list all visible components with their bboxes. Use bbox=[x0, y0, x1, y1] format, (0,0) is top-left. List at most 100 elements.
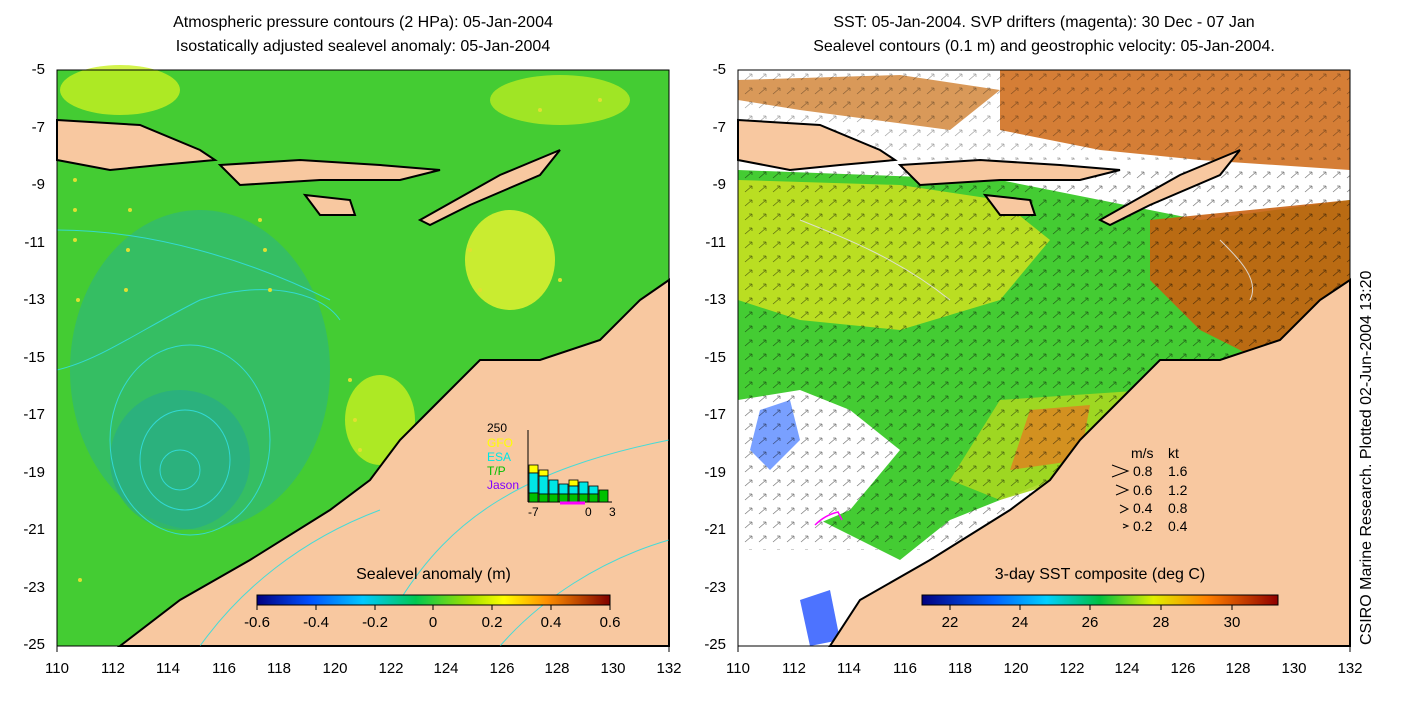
left-ytick-2: -9 bbox=[31, 176, 45, 193]
right-xtick-9: 128 bbox=[1225, 660, 1251, 677]
velocity-legend-ms-2: 0.4 bbox=[1133, 500, 1153, 516]
left-xtick-9: 128 bbox=[544, 660, 570, 677]
australia-land-right bbox=[828, 278, 1351, 647]
right-ytick-1: -7 bbox=[712, 119, 726, 136]
right-cb-tick-2: 26 bbox=[1081, 614, 1099, 631]
left-ytick-4: -13 bbox=[23, 291, 45, 308]
right-xtick-7: 124 bbox=[1114, 660, 1140, 677]
left-ytick-3: -11 bbox=[24, 234, 45, 251]
left-xtick-10: 130 bbox=[600, 660, 626, 677]
inset-xlabel-1: 0 bbox=[585, 505, 592, 519]
left-cb-tick-6: 0.6 bbox=[599, 614, 621, 631]
velocity-legend-kt-1: 1.2 bbox=[1168, 482, 1188, 498]
right-xtick-2: 114 bbox=[837, 660, 861, 677]
left-cb-tick-5: 0.4 bbox=[540, 614, 562, 631]
right-xtick-0: 110 bbox=[726, 660, 750, 677]
credit-label: CSIRO Marine Research. Plotted 02-Jun-20… bbox=[1358, 270, 1375, 645]
right-ytick-7: -19 bbox=[704, 464, 726, 481]
inset-xlabel-2: 3 bbox=[609, 505, 616, 519]
right-map bbox=[737, 69, 1351, 647]
left-cb-tick-2: -0.2 bbox=[362, 614, 388, 631]
left-cb-tick-1: -0.4 bbox=[303, 614, 329, 631]
left-cb-tick-0: -0.6 bbox=[244, 614, 270, 631]
right-colorbar bbox=[921, 594, 1279, 606]
right-xtick-11: 132 bbox=[1337, 660, 1363, 677]
left-colorbar-title: Sealevel anomaly (m) bbox=[356, 566, 511, 583]
left-cb-tick-4: 0.2 bbox=[481, 614, 503, 631]
left-ytick-9: -23 bbox=[23, 579, 45, 596]
right-cb-tick-3: 28 bbox=[1152, 614, 1170, 631]
altimeter-inset-histogram bbox=[527, 430, 612, 505]
velocity-legend-ms-0: 0.8 bbox=[1133, 463, 1153, 479]
right-ytick-8: -21 bbox=[704, 521, 726, 538]
right-title-line2: Sealevel contours (0.1 m) and geostrophi… bbox=[813, 38, 1275, 55]
lesser-sunda-land bbox=[217, 158, 441, 187]
left-xtick-5: 120 bbox=[322, 660, 348, 677]
right-ytick-5: -15 bbox=[704, 349, 726, 366]
right-title-line1: SST: 05-Jan-2004. SVP drifters (magenta)… bbox=[833, 14, 1255, 31]
left-colorbar bbox=[256, 594, 611, 606]
left-xtick-7: 124 bbox=[433, 660, 459, 677]
right-ytick-0: -5 bbox=[712, 61, 726, 78]
right-xtick-5: 120 bbox=[1003, 660, 1029, 677]
left-xtick-6: 122 bbox=[378, 660, 404, 677]
java-land bbox=[56, 118, 218, 172]
velocity-legend-kt-3: 0.4 bbox=[1168, 518, 1188, 534]
velocity-legend-header-kt: kt bbox=[1168, 445, 1179, 461]
left-ytick-6: -17 bbox=[23, 406, 45, 423]
left-xtick-8: 126 bbox=[489, 660, 515, 677]
altimeter-tracks bbox=[73, 98, 602, 582]
inset-ymax-label: 250 bbox=[487, 421, 508, 435]
inset-xlabel-0: -7 bbox=[528, 505, 539, 519]
inset-legend-gfo: GFO bbox=[487, 436, 513, 450]
left-ytick-0: -5 bbox=[31, 61, 45, 78]
sumba-land bbox=[302, 193, 357, 216]
right-colorbar-title: 3-day SST composite (deg C) bbox=[994, 566, 1206, 583]
left-ytick-10: -25 bbox=[23, 636, 45, 653]
left-cb-tick-3: 0 bbox=[428, 614, 438, 631]
left-xtick-11: 132 bbox=[656, 660, 682, 677]
inset-legend-esa: ESA bbox=[487, 450, 512, 464]
right-xtick-6: 122 bbox=[1059, 660, 1085, 677]
right-cb-tick-0: 22 bbox=[941, 614, 959, 631]
velocity-legend-header-ms: m/s bbox=[1131, 445, 1154, 461]
left-ytick-1: -7 bbox=[31, 119, 45, 136]
right-ytick-2: -9 bbox=[712, 176, 726, 193]
velocity-legend-kt-2: 0.8 bbox=[1168, 500, 1188, 516]
sealevel-contours bbox=[799, 219, 1254, 301]
left-xtick-2: 114 bbox=[156, 660, 180, 677]
australia-land bbox=[117, 278, 670, 647]
right-xtick-4: 118 bbox=[948, 660, 972, 677]
left-ytick-8: -21 bbox=[23, 521, 45, 538]
right-xtick-10: 130 bbox=[1281, 660, 1307, 677]
right-ytick-6: -17 bbox=[704, 406, 726, 423]
timor-land bbox=[417, 149, 561, 227]
right-xtick-8: 126 bbox=[1170, 660, 1196, 677]
lesser-sunda-land-right bbox=[897, 158, 1121, 187]
pressure-contours bbox=[56, 229, 670, 647]
left-xtick-1: 112 bbox=[101, 660, 125, 677]
svp-drifter-track bbox=[814, 511, 843, 526]
left-title-line2: Isostatically adjusted sealevel anomaly:… bbox=[175, 38, 551, 55]
right-ytick-4: -13 bbox=[704, 291, 726, 308]
left-ytick-7: -19 bbox=[23, 464, 45, 481]
left-map bbox=[56, 65, 670, 647]
left-xtick-4: 118 bbox=[267, 660, 291, 677]
velocity-legend-ms-3: 0.2 bbox=[1133, 518, 1153, 534]
left-ytick-5: -15 bbox=[23, 349, 45, 366]
right-ytick-3: -11 bbox=[705, 234, 726, 251]
velocity-legend-arrows bbox=[1111, 464, 1130, 529]
velocity-legend-ms-1: 0.6 bbox=[1133, 482, 1153, 498]
left-title-line1: Atmospheric pressure contours (2 HPa): 0… bbox=[173, 14, 553, 31]
right-ytick-10: -25 bbox=[704, 636, 726, 653]
sumba-land-right bbox=[982, 193, 1037, 216]
left-xtick-0: 110 bbox=[45, 660, 69, 677]
left-xtick-3: 116 bbox=[212, 660, 236, 677]
timor-land-right bbox=[1097, 149, 1241, 227]
right-xtick-3: 116 bbox=[893, 660, 917, 677]
right-cb-tick-1: 24 bbox=[1011, 614, 1029, 631]
right-ytick-9: -23 bbox=[704, 579, 726, 596]
inset-legend-tp: T/P bbox=[487, 464, 506, 478]
inset-legend-jason: Jason bbox=[487, 478, 520, 492]
